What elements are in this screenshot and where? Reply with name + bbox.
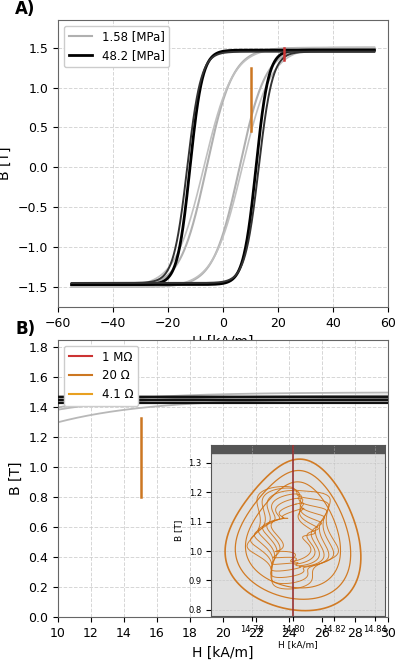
X-axis label: H [kA/m]: H [kA/m] <box>192 645 254 659</box>
Text: A): A) <box>15 0 36 18</box>
Legend: 1.58 [MPa], 48.2 [MPa]: 1.58 [MPa], 48.2 [MPa] <box>64 26 170 67</box>
Y-axis label: B [T]: B [T] <box>9 462 23 495</box>
Text: B): B) <box>15 320 35 339</box>
X-axis label: H [kA/m]: H [kA/m] <box>192 335 254 349</box>
Y-axis label: B [T]: B [T] <box>0 147 12 180</box>
Legend: 1 MΩ, 20 Ω, 4.1 Ω: 1 MΩ, 20 Ω, 4.1 Ω <box>64 346 138 406</box>
